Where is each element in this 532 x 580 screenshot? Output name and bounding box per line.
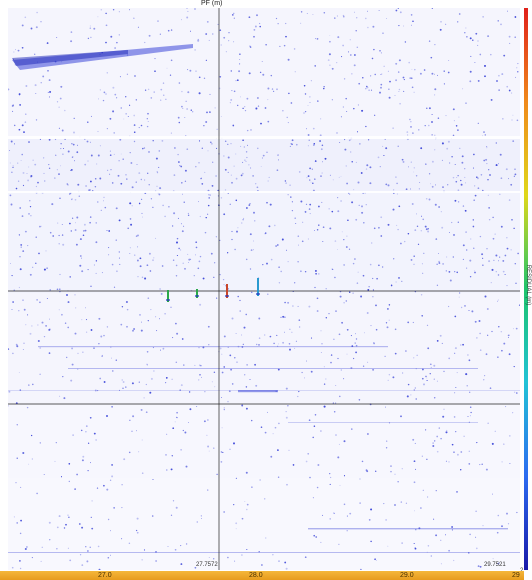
bottom-tick-1: 28.0 (249, 572, 263, 579)
bottom-tick-0: 27.0 (98, 572, 112, 579)
cursor-readout-right: 29.7521 (484, 562, 506, 568)
speckle-layer (8, 8, 520, 570)
horizontal-streak-3 (8, 390, 520, 391)
horizontal-streak-2 (238, 390, 278, 393)
colorbar-label: RESIDUAL (m) (525, 264, 531, 306)
texture-band-0 (8, 8, 520, 138)
horizontal-streak-0 (38, 346, 388, 348)
residual-plot-area[interactable]: 27.7572 29.7521 (8, 8, 520, 570)
bottom-tick-3: 29 (512, 572, 520, 579)
marker-3-base (225, 295, 229, 297)
gap-line-2 (8, 191, 520, 193)
marker-2 (196, 289, 198, 298)
horizontal-streak-1 (68, 368, 478, 369)
horizontal-streak-6 (288, 422, 478, 423)
bottom-axis-bar[interactable]: 27.0 28.0 29.0 29 (0, 571, 524, 580)
marker-2-base (195, 295, 199, 297)
cursor-readout-left: 27.7572 (196, 562, 218, 568)
horizontal-streak-5 (8, 552, 520, 553)
top-left-streak (12, 44, 193, 70)
marker-1 (167, 290, 169, 302)
texture-band-3 (8, 293, 520, 403)
bottom-tick-2: 29.0 (400, 572, 414, 579)
marker-1-base (166, 299, 170, 301)
residual-plot-canvas[interactable] (8, 8, 520, 570)
texture-band-5 (8, 478, 520, 570)
marker-4-base (256, 293, 260, 295)
gap-line-1 (8, 136, 520, 139)
top-left-streak-core (12, 50, 128, 66)
marker-3 (226, 284, 228, 298)
texture-band-4 (8, 403, 520, 478)
residual-colorbar (524, 8, 528, 570)
marker-4 (257, 278, 259, 296)
texture-band-1 (8, 138, 520, 193)
horizontal-streak-4 (308, 528, 508, 530)
top-axis-label: PF (m) (201, 0, 223, 7)
texture-band-2 (8, 193, 520, 293)
